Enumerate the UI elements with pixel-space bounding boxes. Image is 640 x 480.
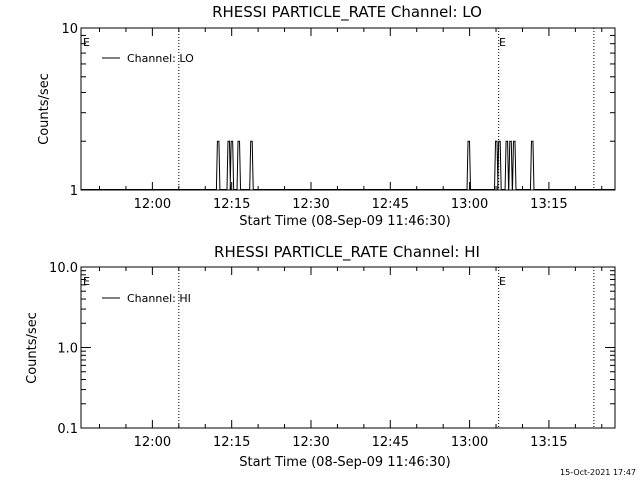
lo-x-tick-label-5: 13:15	[530, 197, 567, 212]
panel-lo-legend-label: Channel: LO	[127, 52, 194, 65]
panel-hi-y-label: Counts/sec	[25, 312, 40, 384]
hi-y-tick-label-0: 0.1	[57, 422, 78, 437]
hi-x-tick-label-4: 13:00	[451, 435, 488, 450]
lo-x-tick-label-3: 12:45	[372, 197, 409, 212]
lo-x-tick-label-1: 12:15	[213, 197, 250, 212]
hi-x-tick-label-3: 12:45	[372, 435, 409, 450]
panel-lo-eclipse-marker-left: E	[83, 36, 90, 49]
hi-x-tick-label-1: 12:15	[213, 435, 250, 450]
lo-y-tick-label-0: 1	[70, 184, 78, 199]
panel-lo-eclipse-marker-right: E	[499, 36, 506, 49]
hi-x-tick-label-0: 12:00	[134, 435, 171, 450]
panel-lo-title: RHESSI PARTICLE_RATE Channel: LO	[212, 3, 482, 22]
lo-y-tick-label-1: 10	[61, 22, 78, 37]
panel-hi-dotted-lines	[178, 267, 595, 428]
hi-y-tick-label-2: 10.0	[49, 261, 78, 276]
panel-hi-x-label: Start Time (08-Sep-09 11:46:30)	[239, 455, 450, 470]
lo-x-tick-label-0: 12:00	[134, 197, 171, 212]
panel-hi-title: RHESSI PARTICLE_RATE Channel: HI	[214, 243, 480, 262]
hi-y-tick-label-1: 1.0	[57, 342, 78, 357]
footer-timestamp: 15-Oct-2021 17:47	[560, 468, 636, 477]
panel-lo-x-label: Start Time (08-Sep-09 11:46:30)	[239, 214, 450, 229]
panel-hi-legend-label: Channel: HI	[127, 292, 191, 305]
panel-hi-y-ticks: 0.1 1.0 10.0	[49, 261, 615, 437]
panel-lo: RHESSI PARTICLE_RATE Channel: LO 12:00 12…	[37, 3, 616, 229]
hi-x-tick-label-2: 12:30	[292, 435, 329, 450]
panel-hi-eclipse-marker-left: E	[83, 275, 90, 288]
lo-x-tick-label-2: 12:30	[292, 197, 329, 212]
panel-lo-y-label: Counts/sec	[37, 73, 52, 145]
panel-lo-series-line	[81, 140, 615, 190]
lo-x-tick-label-4: 13:00	[451, 197, 488, 212]
panel-hi: RHESSI PARTICLE_RATE Channel: HI 12:00 12…	[25, 243, 616, 470]
panel-hi-x-ticks: 12:00 12:15 12:30 12:45 13:00 13:15	[99, 267, 603, 450]
panel-lo-x-ticks: 12:00 12:15 12:30 12:45 13:00 13:15	[99, 28, 603, 212]
panel-hi-eclipse-marker-right: E	[499, 275, 506, 288]
hi-x-tick-label-5: 13:15	[530, 435, 567, 450]
panel-lo-y-ticks: 1 10	[61, 22, 615, 199]
panel-lo-dotted-lines	[178, 28, 595, 190]
